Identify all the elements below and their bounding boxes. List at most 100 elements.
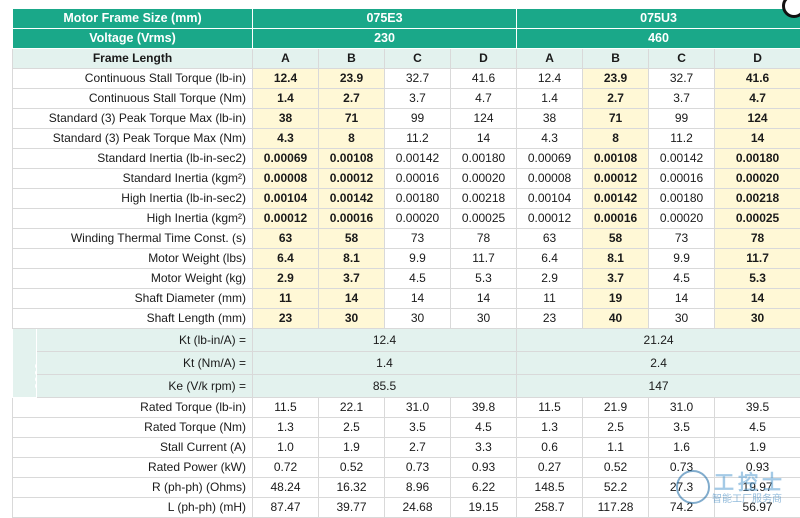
rated-label: Rated Power (kW) [13, 458, 253, 478]
frame-length-row: Frame Length A B C D A B C D [13, 49, 800, 69]
spec-value: 0.00142 [649, 149, 715, 169]
spec-value: 73 [385, 229, 451, 249]
spec-value: 0.00104 [517, 189, 583, 209]
spec-value: 30 [451, 309, 517, 329]
spec-value: 11.2 [385, 129, 451, 149]
spec-value: 41.6 [715, 69, 800, 89]
length-c: C [385, 49, 451, 69]
spec-label: Standard (3) Peak Torque Max (Nm) [13, 129, 253, 149]
spec-label: Shaft Diameter (mm) [13, 289, 253, 309]
spec-label: Motor Weight (kg) [13, 269, 253, 289]
spec-value: 4.3 [517, 129, 583, 149]
spec-value: 30 [385, 309, 451, 329]
spec-value: 0.00108 [319, 149, 385, 169]
rpm-label-text: 2000 rpm [28, 337, 36, 390]
rated-value: 39.8 [451, 398, 517, 418]
length-b: B [319, 49, 385, 69]
rated-value: 0.52 [583, 458, 649, 478]
rated-value: 39.5 [715, 398, 800, 418]
spec-value: 0.00180 [451, 149, 517, 169]
spec-value: 30 [715, 309, 800, 329]
spec-label: Continuous Stall Torque (Nm) [13, 89, 253, 109]
rated-value: 3.5 [385, 418, 451, 438]
rated-value: 4.5 [451, 418, 517, 438]
spec-value: 4.7 [451, 89, 517, 109]
spec-value: 14 [451, 289, 517, 309]
watermark-sub: 智能工厂服务商 [712, 490, 782, 505]
rated-value: 0.93 [451, 458, 517, 478]
rated-value: 3.3 [451, 438, 517, 458]
voltage-u3: 460 [517, 29, 800, 49]
rated-value: 0.6 [517, 438, 583, 458]
frame-length-label: Frame Length [13, 49, 253, 69]
spec-value: 58 [319, 229, 385, 249]
rated-value: 2.5 [319, 418, 385, 438]
spec-value: 32.7 [649, 69, 715, 89]
logo-icon [676, 470, 710, 504]
spec-value: 0.00012 [583, 169, 649, 189]
rated-value: 52.2 [583, 478, 649, 498]
spec-value: 78 [451, 229, 517, 249]
spec-value: 11 [517, 289, 583, 309]
spec-label: Standard (3) Peak Torque Max (lb-in) [13, 109, 253, 129]
spec-value: 12.4 [517, 69, 583, 89]
spec-label: Continuous Stall Torque (lb-in) [13, 69, 253, 89]
spec-value: 0.00180 [649, 189, 715, 209]
rated-label: L (ph-ph) (mH) [13, 498, 253, 518]
spec-value: 0.00025 [715, 209, 800, 229]
spec-value: 38 [253, 109, 319, 129]
spec-value: 0.00012 [319, 169, 385, 189]
spec-value: 5.3 [715, 269, 800, 289]
rated-value: 258.7 [517, 498, 583, 518]
spec-value: 2.7 [583, 89, 649, 109]
spec-value: 4.5 [385, 269, 451, 289]
spec-value: 0.00012 [253, 209, 319, 229]
spec-value: 12.4 [253, 69, 319, 89]
spec-value: 14 [715, 289, 800, 309]
spec-value: 0.00012 [517, 209, 583, 229]
spec-value: 4.5 [649, 269, 715, 289]
spec-label: Motor Weight (lbs) [13, 249, 253, 269]
rated-value: 0.52 [319, 458, 385, 478]
spec-label: Winding Thermal Time Const. (s) [13, 229, 253, 249]
length-a: A [517, 49, 583, 69]
spec-value: 14 [385, 289, 451, 309]
rated-value: 87.47 [253, 498, 319, 518]
spec-value: 38 [517, 109, 583, 129]
spec-value: 99 [649, 109, 715, 129]
spec-value: 99 [385, 109, 451, 129]
rated-value: 117.28 [583, 498, 649, 518]
rated-value: 1.3 [253, 418, 319, 438]
spec-value: 0.00020 [649, 209, 715, 229]
spec-label: High Inertia (kgm²) [13, 209, 253, 229]
frame-size-label: Motor Frame Size (mm) [13, 9, 253, 29]
rated-value: 2.5 [583, 418, 649, 438]
spec-value: 78 [715, 229, 800, 249]
spec-value: 1.4 [517, 89, 583, 109]
spec-value: 0.00016 [319, 209, 385, 229]
spec-value: 71 [319, 109, 385, 129]
spec-value: 9.9 [649, 249, 715, 269]
spec-value: 30 [649, 309, 715, 329]
rated-value: 11.5 [517, 398, 583, 418]
spec-value: 0.00218 [451, 189, 517, 209]
spec-value: 23.9 [319, 69, 385, 89]
spec-value: 0.00142 [385, 149, 451, 169]
rated-value: 1.1 [583, 438, 649, 458]
spec-value: 14 [715, 129, 800, 149]
rated-value: 148.5 [517, 478, 583, 498]
rated-value: 21.9 [583, 398, 649, 418]
spec-value: 124 [451, 109, 517, 129]
spec-value: 0.00008 [253, 169, 319, 189]
